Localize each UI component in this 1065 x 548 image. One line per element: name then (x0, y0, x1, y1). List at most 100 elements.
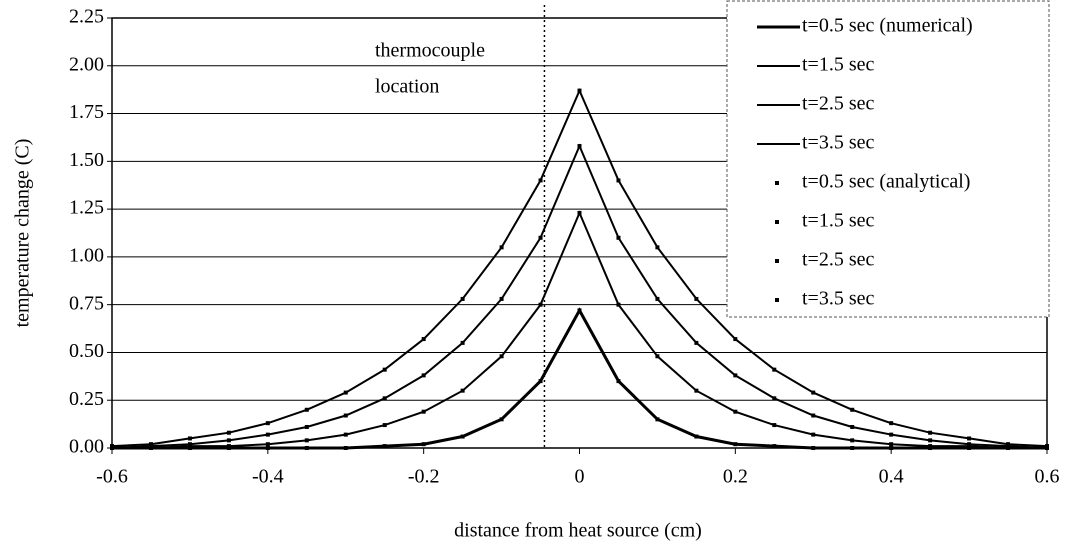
series-marker (538, 379, 543, 384)
y-tick-label: 2.00 (69, 53, 104, 75)
series-marker (616, 178, 621, 183)
series-marker (811, 446, 816, 450)
series-marker (148, 442, 153, 447)
series-marker (772, 367, 777, 372)
series-marker (850, 424, 855, 429)
series-marker (655, 354, 660, 359)
y-tick-label: 0.50 (69, 340, 104, 362)
y-tick-label: 1.25 (69, 197, 104, 219)
series-marker (577, 144, 582, 149)
series-marker (655, 296, 660, 301)
series-marker (304, 438, 309, 443)
y-tick-label: 0.00 (69, 436, 104, 458)
y-tick-label: 0.75 (69, 292, 104, 314)
series-marker (811, 390, 816, 395)
series-marker (499, 296, 504, 301)
x-tick-label: -0.6 (96, 466, 128, 488)
y-tick-label: 1.50 (69, 149, 104, 171)
series-marker (538, 178, 543, 183)
series-marker (733, 442, 738, 447)
series-marker (460, 340, 465, 345)
series-marker (421, 337, 426, 342)
series-marker (304, 407, 309, 412)
series-marker (538, 235, 543, 240)
series-marker (694, 434, 699, 439)
series-marker (694, 388, 699, 393)
series-marker (343, 413, 348, 418)
x-tick-label: 0.2 (723, 466, 748, 488)
legend-label: t=2.5 sec (802, 93, 874, 115)
series-marker (733, 409, 738, 414)
legend-label: t=0.5 sec (numerical) (802, 15, 973, 37)
series-marker (616, 235, 621, 240)
series-marker (655, 417, 660, 422)
x-tick-label: -0.4 (252, 466, 284, 488)
y-tick-label: 0.25 (69, 388, 104, 410)
series-marker (343, 390, 348, 395)
series-marker (577, 88, 582, 93)
legend-marker (775, 181, 779, 185)
series-marker (226, 444, 231, 449)
series-marker (694, 296, 699, 301)
y-tick-label: 1.75 (69, 101, 104, 123)
series-marker (694, 340, 699, 345)
series-marker (304, 424, 309, 429)
series-marker (499, 354, 504, 359)
series-marker (928, 438, 933, 443)
series-marker (733, 337, 738, 342)
legend-label: t=3.5 sec (802, 132, 874, 154)
series-marker (772, 423, 777, 428)
series-marker (265, 442, 270, 447)
series-marker (850, 446, 855, 450)
legend-label: t=2.5 sec (802, 249, 874, 271)
annotation-text: location (375, 76, 439, 98)
series-marker (850, 438, 855, 443)
series-marker (850, 407, 855, 412)
series-marker (382, 396, 387, 401)
series-marker (889, 446, 894, 450)
series-marker (226, 438, 231, 443)
series-marker (421, 409, 426, 414)
series-marker (499, 417, 504, 422)
series-marker (421, 373, 426, 378)
y-tick-label: 1.00 (69, 244, 104, 266)
series-marker (304, 446, 309, 450)
series-marker (226, 430, 231, 435)
legend-label: t=1.5 sec (802, 54, 874, 76)
series-marker (1006, 442, 1011, 447)
series-marker (421, 442, 426, 447)
series-marker (460, 296, 465, 301)
series-marker (343, 432, 348, 437)
series-marker (265, 421, 270, 426)
series-marker (382, 367, 387, 372)
series-marker (811, 413, 816, 418)
series-marker (616, 302, 621, 307)
y-tick-label: 2.25 (69, 6, 104, 28)
legend-marker (775, 259, 779, 263)
series-marker (343, 446, 348, 450)
x-axis-title: distance from heat source (cm) (454, 520, 702, 542)
series-marker (889, 421, 894, 426)
x-tick-label: 0.6 (1035, 466, 1060, 488)
series-marker (460, 388, 465, 393)
series-marker (772, 396, 777, 401)
legend-marker (775, 298, 779, 302)
series-marker (187, 436, 192, 441)
legend-box (726, 0, 1050, 318)
y-axis-title: temperature change (C) (12, 139, 34, 328)
series-marker (616, 379, 621, 384)
series-marker (967, 442, 972, 447)
series-marker (655, 245, 660, 250)
series-marker (577, 210, 582, 215)
series-marker (733, 373, 738, 378)
legend-label: t=3.5 sec (802, 288, 874, 310)
legend-label: t=1.5 sec (802, 210, 874, 232)
series-marker (811, 432, 816, 437)
series-marker (889, 442, 894, 447)
series-marker (265, 432, 270, 437)
x-tick-label: 0 (575, 466, 585, 488)
x-tick-label: 0.4 (879, 466, 904, 488)
series-marker (460, 434, 465, 439)
series-marker (110, 444, 114, 449)
